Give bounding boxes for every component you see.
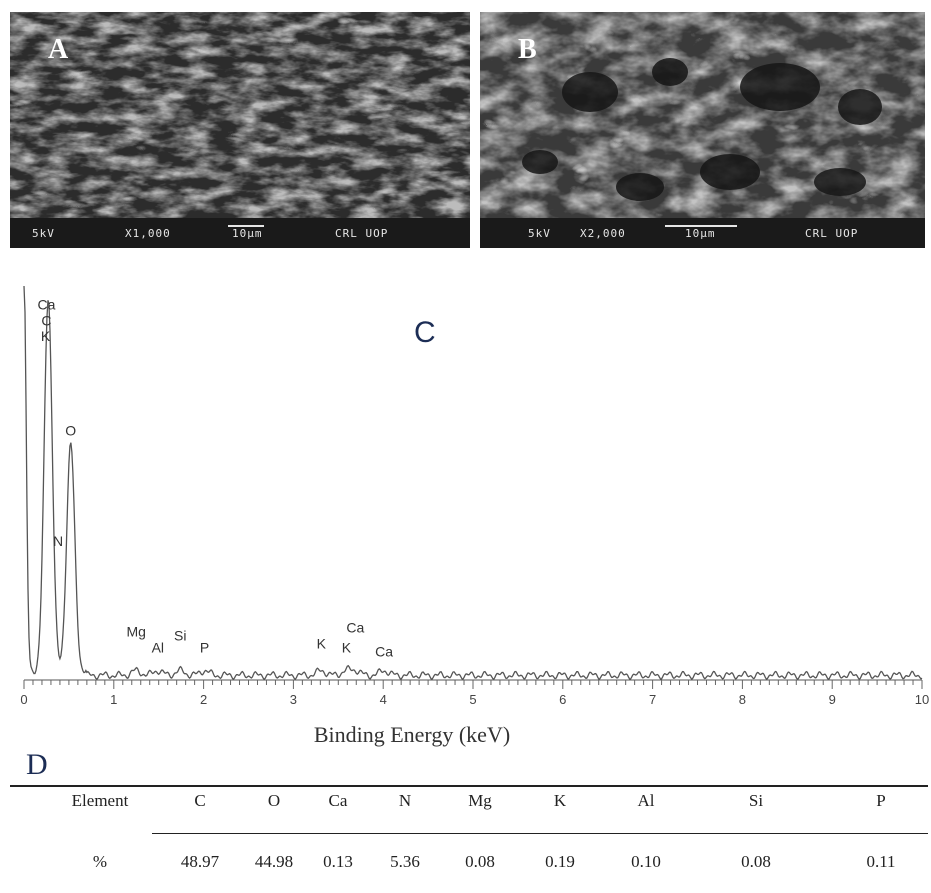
peak-label: Si <box>174 628 186 644</box>
table-value-cell: 5.36 <box>390 852 420 871</box>
table-header-cell: Mg <box>468 791 492 810</box>
panel-label-a: A <box>48 34 69 65</box>
x-axis: 0 1 2 3 4 5 6 7 8 9 10 <box>20 679 929 707</box>
sem-micrograph-a: A 5kV X1,000 10μm CRL UOP <box>10 12 470 248</box>
sem-magnification-a: X1,000 <box>125 227 171 240</box>
table-header-cell: N <box>398 791 412 810</box>
sem-scale-label-b: 10μm <box>685 227 716 240</box>
panel-label-b: B <box>518 34 537 65</box>
peak-label: K <box>342 639 352 655</box>
table-value-cell: 0.08 <box>741 852 771 871</box>
sem-lab-label-a: CRL UOP <box>335 227 389 240</box>
spectrum-line <box>23 285 923 681</box>
peak-label: O <box>65 423 76 439</box>
peak-label: P <box>200 639 209 655</box>
sem-voltage-b: 5kV <box>528 227 551 240</box>
peak-label: Ca <box>375 643 393 659</box>
scale-bar-b <box>665 225 737 227</box>
peak-label: N <box>53 533 63 549</box>
table-value-cell: 0.19 <box>545 852 575 871</box>
peak-label: Ca <box>346 620 364 636</box>
sem-micrograph-b: B 5kV X2,000 10μm CRL UOP <box>480 12 925 248</box>
scale-bar-a <box>228 225 264 227</box>
peak-label: K <box>317 635 327 651</box>
peak-label: Al <box>152 639 164 655</box>
x-tick-label: 1 <box>110 692 117 707</box>
x-tick-label: 8 <box>739 692 746 707</box>
table-mid-rule <box>152 833 928 834</box>
table-header-cell: O <box>267 791 281 810</box>
sem-info-bar-b: 5kV X2,000 10μm CRL UOP <box>480 218 925 248</box>
table-header-cell: C <box>194 791 206 810</box>
sem-scale-label-a: 10μm <box>232 227 263 240</box>
x-tick-label: 9 <box>829 692 836 707</box>
x-tick-label: 5 <box>469 692 476 707</box>
sem-texture-a <box>10 12 470 248</box>
peak-label: K <box>41 328 51 344</box>
x-tick-label: 10 <box>915 692 929 707</box>
panel-label-c: C <box>414 316 436 349</box>
x-tick-label: 3 <box>290 692 297 707</box>
table-header-cell: K <box>553 791 567 810</box>
x-tick-label: 0 <box>20 692 27 707</box>
peak-label: Ca <box>37 297 55 313</box>
peak-label: C <box>41 312 51 328</box>
table-value-cell: 48.97 <box>180 852 220 871</box>
table-header-cell: P <box>876 791 886 810</box>
table-value-cell: 0.11 <box>866 852 896 871</box>
panel-label-d: D <box>26 748 48 781</box>
table-top-rule <box>10 785 928 787</box>
sem-magnification-b: X2,000 <box>580 227 626 240</box>
sem-info-bar-a: 5kV X1,000 10μm CRL UOP <box>10 218 470 248</box>
table-value-cell: 0.08 <box>465 852 495 871</box>
peak-label: Mg <box>127 624 146 640</box>
sem-lab-label-b: CRL UOP <box>805 227 859 240</box>
x-tick-label: 4 <box>380 692 387 707</box>
table-value-cell: 0.10 <box>631 852 661 871</box>
x-tick-label: 2 <box>200 692 207 707</box>
table-header-cell: Si <box>748 791 764 810</box>
sem-texture-b <box>480 12 925 248</box>
table-header-element: Element <box>71 791 129 810</box>
table-header-cell: Al <box>637 791 655 810</box>
sem-voltage-a: 5kV <box>32 227 55 240</box>
table-row-label: % <box>92 852 108 871</box>
table-value-cell: 0.13 <box>323 852 353 871</box>
x-tick-label: 7 <box>649 692 656 707</box>
table-header-cell: Ca <box>328 791 348 810</box>
x-axis-title: Binding Energy (keV) <box>314 722 510 747</box>
table-value-cell: 44.98 <box>254 852 294 871</box>
x-tick-label: 6 <box>559 692 566 707</box>
